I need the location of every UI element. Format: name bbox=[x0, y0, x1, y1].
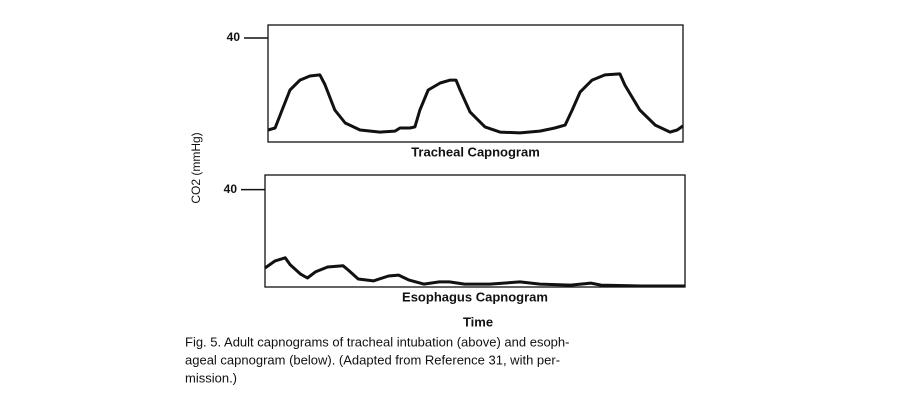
panel-title: Tracheal Capnogram bbox=[411, 144, 540, 159]
waveform bbox=[264, 256, 685, 288]
y-tick-label: 40 bbox=[224, 182, 238, 196]
waveform bbox=[267, 72, 684, 135]
plot-frame bbox=[264, 174, 686, 288]
caption-line: ageal capnogram (below). (Adapted from R… bbox=[185, 352, 560, 367]
plot-frame bbox=[267, 24, 684, 143]
y-tick-label: 40 bbox=[227, 30, 241, 44]
x-axis-label: Time bbox=[463, 314, 493, 329]
caption-line: mission.) bbox=[185, 370, 237, 385]
caption-line: Fig. 5. Adult capnograms of tracheal int… bbox=[185, 334, 569, 349]
panel-title: Esophagus Capnogram bbox=[402, 289, 548, 304]
y-axis-label: CO2 (mmHg) bbox=[189, 132, 203, 203]
